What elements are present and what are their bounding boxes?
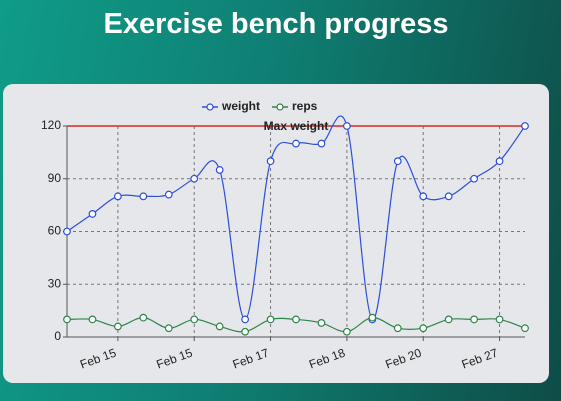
point [393,157,402,166]
chart-card [3,84,549,383]
point [419,324,428,333]
point [63,227,71,236]
point [266,315,275,324]
point [419,192,428,201]
point [521,324,529,333]
point [521,122,529,130]
point [317,139,326,148]
point [292,315,300,324]
point [63,315,71,324]
point [470,315,479,324]
x-tick-label: Feb 18 [307,346,347,372]
series-line [66,115,526,321]
point [241,315,250,324]
point [393,324,402,333]
point [444,192,453,201]
point [495,157,504,166]
y-tick-label: 120 [41,118,61,132]
point [266,157,275,166]
point [470,174,479,183]
point [113,322,122,331]
point [190,174,199,183]
legend-label: reps [292,99,318,113]
point [342,327,351,336]
legend-marker [206,103,214,111]
legend-marker [276,103,284,111]
point [139,192,148,201]
y-tick-label: 0 [54,329,61,343]
point [88,315,97,324]
point [190,315,199,324]
x-tick-label: Feb 15 [78,346,118,372]
point [113,192,122,201]
point [215,322,224,331]
point [241,327,250,336]
point [292,139,300,148]
page-title: Exercise bench progress [103,8,449,40]
x-tick-label: Feb 17 [231,346,271,372]
point [88,210,97,218]
y-tick-label: 60 [48,224,62,238]
point [444,315,453,324]
x-tick-label: Feb 27 [460,346,500,372]
y-tick-label: 90 [48,171,62,185]
x-tick-label: Feb 20 [383,346,423,372]
annotation-label: Max weight [264,119,329,133]
point [317,319,326,327]
x-tick-label: Feb 15 [154,346,194,372]
point [215,166,224,174]
point [495,315,504,324]
point [139,313,148,322]
point [368,313,377,322]
legend-label: weight [221,99,260,113]
y-tick-label: 30 [48,276,62,290]
point [164,324,173,333]
point [164,190,173,199]
point [342,122,351,130]
